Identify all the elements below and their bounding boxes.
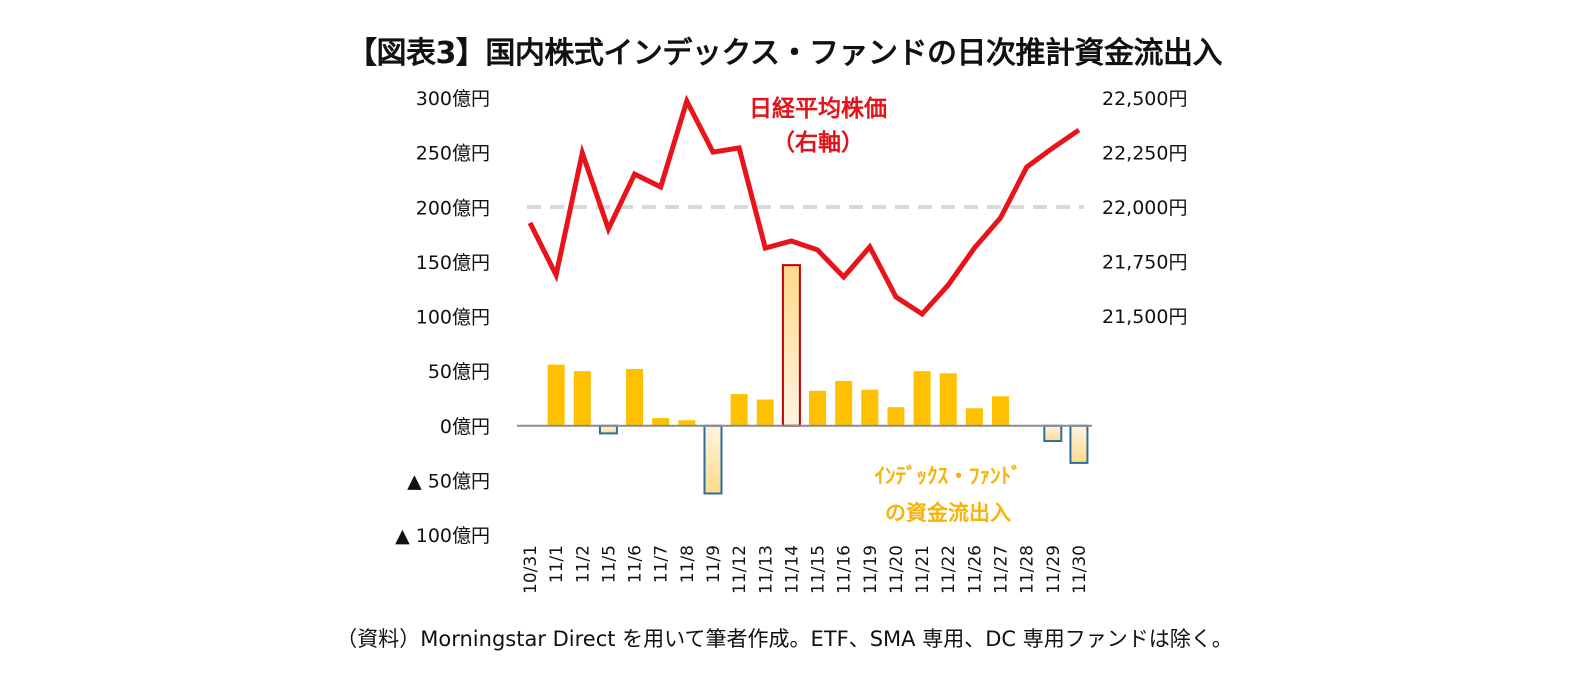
- x-tick-label: 10/31: [521, 545, 541, 594]
- bar-series: [547, 264, 1089, 495]
- line-annotation-1: 日経平均株価: [749, 95, 887, 122]
- bar-negative: [1069, 424, 1089, 464]
- right-tick-label: 22,000円: [1102, 197, 1187, 219]
- bar: [756, 399, 774, 426]
- x-tick-label: 11/16: [835, 545, 855, 594]
- bar: [913, 371, 931, 426]
- x-tick-label: 11/22: [939, 545, 959, 594]
- x-axis-ticks: 10/31 11/1 11/2 11/5 11/6 11/7 11/8 11/9 11/12 11…: [521, 545, 1090, 594]
- bar-negative: [703, 424, 723, 495]
- bar: [573, 371, 591, 426]
- x-tick-label: 11/7: [652, 545, 672, 583]
- left-tick-label: ▲ 50億円: [407, 470, 490, 492]
- x-tick-label: 11/13: [756, 545, 776, 594]
- bar: [678, 420, 696, 426]
- bar-highlight: [781, 264, 801, 427]
- line-annotation-2: （右軸）: [772, 129, 864, 156]
- left-tick-label: 200億円: [416, 197, 490, 219]
- left-tick-label: ▲ 100億円: [395, 525, 490, 547]
- right-tick-label: 21,500円: [1102, 306, 1187, 328]
- right-tick-label: 22,500円: [1102, 88, 1187, 110]
- left-tick-label: 300億円: [416, 88, 490, 110]
- bar: [626, 368, 644, 426]
- bar-negative: [1043, 424, 1063, 443]
- bar: [547, 364, 565, 426]
- left-axis-ticks: 300億円 250億円 200億円 150億円 100億円 50億円 0億円 ▲ 50億円 ▲ …: [395, 88, 490, 547]
- x-tick-label: 11/30: [1070, 545, 1090, 594]
- x-tick-label: 11/9: [704, 545, 724, 583]
- bar: [652, 418, 670, 426]
- bar: [965, 408, 983, 426]
- x-tick-label: 11/28: [1018, 545, 1038, 594]
- x-tick-label: 11/29: [1044, 545, 1064, 594]
- bar: [730, 394, 748, 426]
- x-tick-label: 11/21: [913, 545, 933, 594]
- left-tick-label: 50億円: [428, 361, 490, 383]
- x-tick-label: 11/6: [626, 545, 646, 583]
- x-tick-label: 11/27: [992, 545, 1012, 594]
- x-tick-label: 11/5: [599, 545, 619, 583]
- x-tick-label: 11/15: [809, 545, 829, 594]
- right-tick-label: 21,750円: [1102, 252, 1187, 274]
- x-tick-label: 11/12: [730, 545, 750, 594]
- x-tick-label: 11/19: [861, 545, 881, 594]
- nikkei-line: [527, 94, 1081, 318]
- bar: [809, 390, 827, 426]
- bar: [887, 407, 905, 426]
- left-tick-label: 150億円: [416, 252, 490, 274]
- right-axis-ticks: 22,500円 22,250円 22,000円 21,750円 21,500円: [1102, 88, 1187, 328]
- x-tick-label: 11/14: [782, 545, 802, 594]
- x-tick-label: 11/8: [678, 545, 698, 583]
- left-tick-label: 250億円: [416, 143, 490, 165]
- bar: [939, 373, 957, 426]
- bar: [835, 380, 853, 426]
- right-tick-label: 22,250円: [1102, 143, 1187, 165]
- bar-negative: [598, 424, 618, 435]
- left-tick-label: 0億円: [440, 416, 490, 438]
- x-tick-label: 11/20: [887, 545, 907, 594]
- bar-annotation-2: の資金流出入: [885, 501, 1011, 525]
- chart-title: 【図表3】国内株式インデックス・ファンドの日次推計資金流出入: [347, 36, 1222, 71]
- left-tick-label: 100億円: [416, 307, 490, 329]
- bar-annotation-1: ｲﾝﾃﾞｯｸｽ・ﾌｧﾝﾄﾞ: [875, 464, 1022, 488]
- x-tick-label: 11/1: [547, 545, 567, 583]
- x-tick-label: 11/26: [965, 545, 985, 594]
- bar: [992, 396, 1010, 426]
- source-note: （資料）Morningstar Direct を用いて筆者作成。ETF、SMA …: [336, 627, 1233, 651]
- x-tick-label: 11/2: [573, 545, 593, 583]
- bar: [861, 389, 879, 426]
